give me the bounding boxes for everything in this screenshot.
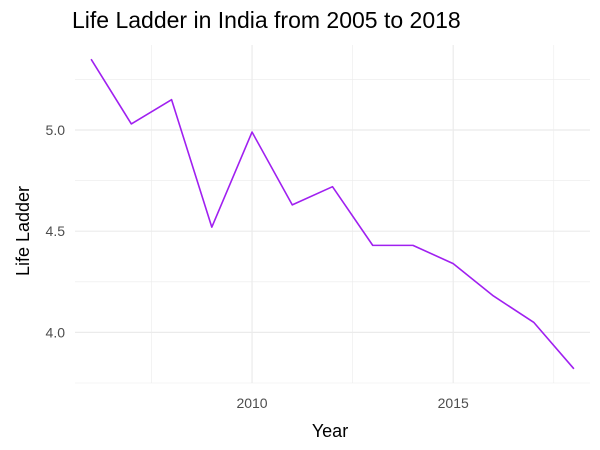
- x-tick-label: 2015: [438, 395, 469, 411]
- series-layer: [90, 58, 575, 370]
- y-tick-label: 4.5: [46, 223, 66, 239]
- x-axis-title: Year: [312, 421, 348, 441]
- y-tick-label: 5.0: [46, 122, 66, 138]
- grid-lines: [75, 45, 590, 384]
- y-tick-label: 4.0: [46, 324, 66, 340]
- y-axis-title: Life Ladder: [13, 186, 33, 276]
- series-line: [90, 58, 575, 370]
- x-axis-ticks: 2010 2015: [236, 395, 469, 411]
- x-tick-label: 2010: [236, 395, 267, 411]
- y-axis-ticks: 4.0 4.5 5.0: [46, 122, 66, 340]
- chart-title: Life Ladder in India from 2005 to 2018: [72, 7, 461, 33]
